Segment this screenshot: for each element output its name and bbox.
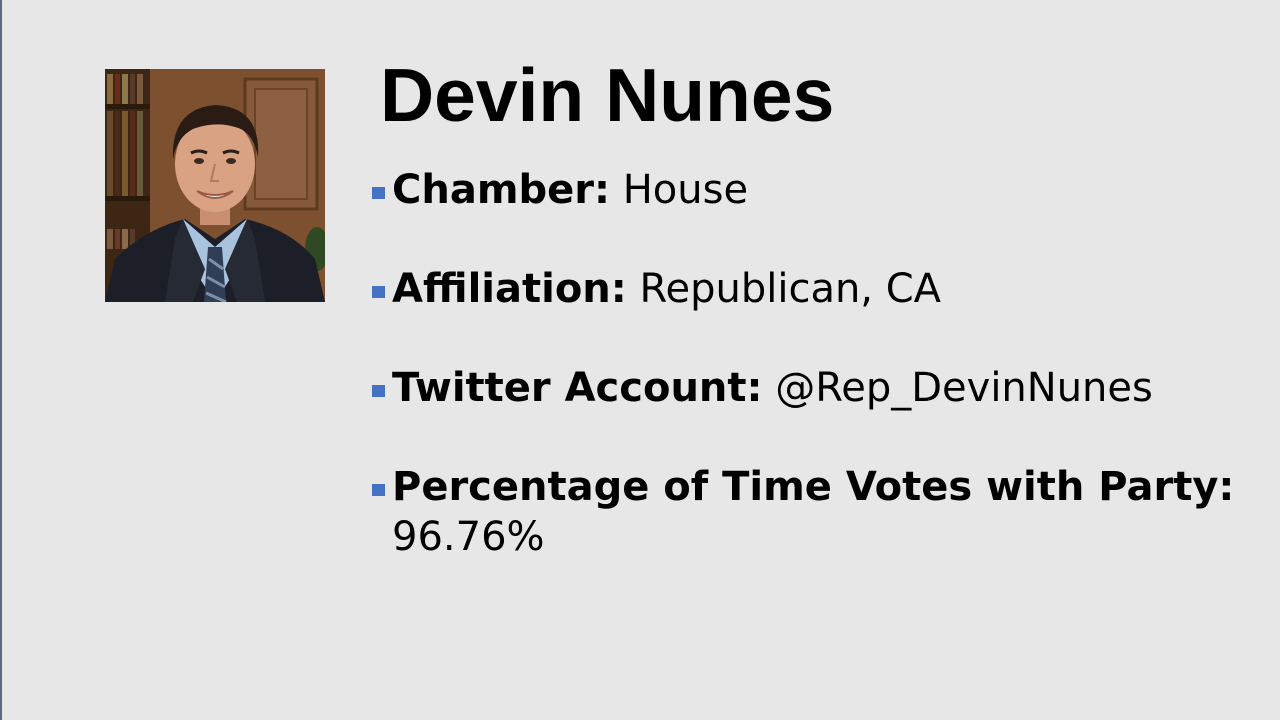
list-item-affiliation: Affiliation: Republican, CA: [372, 264, 1252, 314]
bullet-value: 96.76%: [392, 514, 545, 560]
list-item-chamber: Chamber: House: [372, 165, 1252, 215]
info-list: Chamber: House Affiliation: Republican, …: [372, 165, 1252, 611]
bullet-icon: [372, 385, 385, 397]
bullet-icon: [372, 286, 385, 298]
page-title: Devin Nunes: [380, 53, 835, 137]
bullet-label: Twitter Account:: [392, 365, 763, 411]
bullet-label: Chamber:: [392, 167, 610, 213]
bullet-value: House: [622, 167, 749, 213]
list-item-twitter: Twitter Account: @Rep_DevinNunes: [372, 363, 1252, 413]
bullet-icon: [372, 484, 385, 496]
bullet-value: @Rep_DevinNunes: [775, 365, 1153, 411]
portrait-photo: [105, 69, 325, 302]
list-item-party-votes: Percentage of Time Votes with Party: 96.…: [372, 462, 1252, 562]
bullet-label: Affiliation:: [392, 266, 627, 312]
bullet-icon: [372, 187, 385, 199]
bullet-label: Percentage of Time Votes with Party:: [392, 464, 1235, 510]
bullet-value: Republican, CA: [639, 266, 942, 312]
